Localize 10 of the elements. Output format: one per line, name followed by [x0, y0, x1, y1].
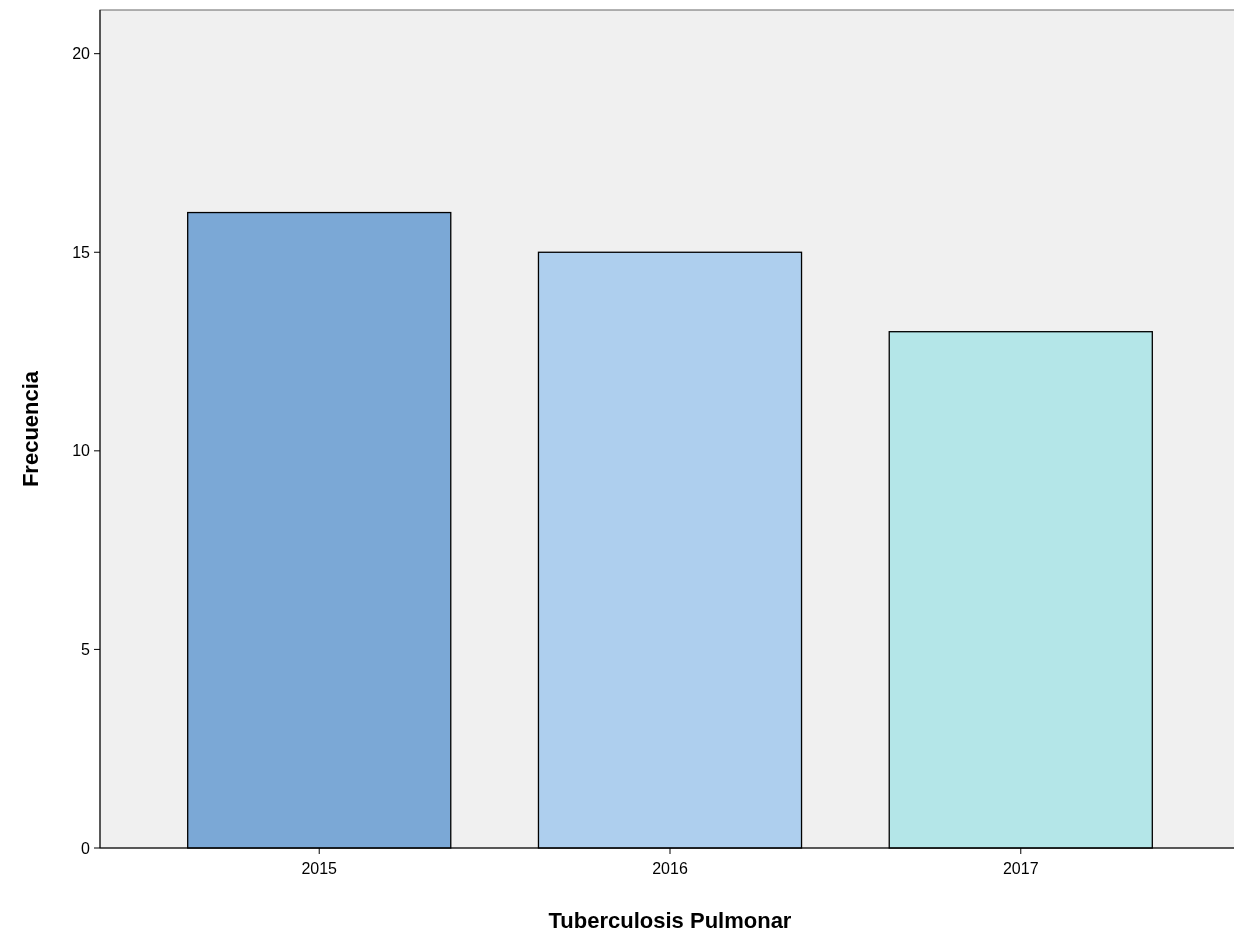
x-axis-title: Tuberculosis Pulmonar	[548, 908, 792, 933]
x-tick-label: 2016	[652, 860, 688, 877]
y-tick-label: 0	[81, 839, 91, 857]
y-tick-label: 20	[72, 45, 91, 63]
y-tick-label: 5	[81, 641, 91, 659]
y-tick-label: 15	[72, 243, 91, 261]
y-tick-label: 10	[72, 442, 91, 460]
y-axis-title: Frecuencia	[18, 370, 43, 488]
x-tick-label: 2015	[301, 860, 338, 877]
x-tick-label: 2017	[1002, 860, 1039, 877]
